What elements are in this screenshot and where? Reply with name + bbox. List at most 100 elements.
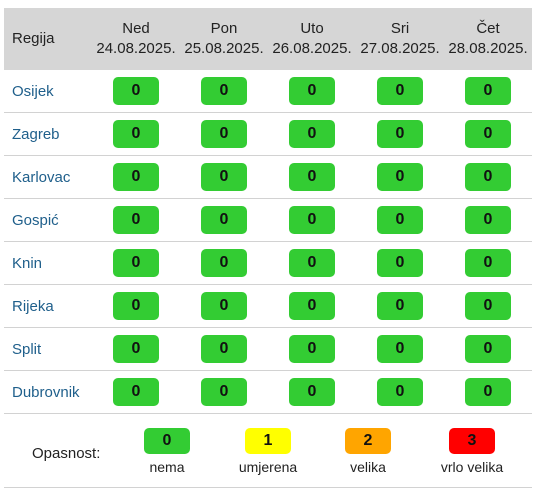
day-name: Pon [210, 20, 238, 37]
danger-level-badge: 0 [377, 292, 423, 320]
danger-level-badge: 0 [465, 77, 511, 105]
day-column-header: Pon 25.08.2025. [180, 8, 268, 70]
forecast-cell: 0 [268, 112, 356, 156]
table-row: Karlovac 0 0 0 0 0 [4, 155, 532, 199]
forecast-cell: 0 [444, 70, 532, 113]
forecast-cell: 0 [444, 327, 532, 371]
danger-level-badge: 0 [289, 120, 335, 148]
forecast-cell: 0 [92, 155, 180, 199]
forecast-cell: 0 [180, 112, 268, 156]
forecast-cell: 0 [444, 112, 532, 156]
region-link[interactable]: Osijek [4, 70, 92, 113]
day-column-header: Čet 28.08.2025. [444, 8, 532, 70]
region-link[interactable]: Knin [4, 241, 92, 285]
danger-level-badge: 0 [465, 378, 511, 406]
legend-label: umjerena [238, 459, 298, 475]
legend-badge: 2 [345, 428, 391, 454]
danger-level-badge: 0 [377, 378, 423, 406]
danger-level-badge: 0 [289, 378, 335, 406]
forecast-cell: 0 [92, 284, 180, 328]
danger-level-badge: 0 [201, 120, 247, 148]
forecast-cell: 0 [92, 327, 180, 371]
forecast-cell: 0 [444, 241, 532, 285]
legend-label: vrlo velika [440, 459, 504, 475]
forecast-cell: 0 [268, 327, 356, 371]
danger-level-badge: 0 [377, 77, 423, 105]
danger-level-badge: 0 [113, 335, 159, 363]
danger-level-badge: 0 [289, 206, 335, 234]
forecast-cell: 0 [444, 370, 532, 414]
danger-level-badge: 0 [201, 292, 247, 320]
legend-badge: 3 [449, 428, 495, 454]
legend-item-very-high: 3 vrlo velika [422, 428, 522, 475]
forecast-cell: 0 [92, 370, 180, 414]
danger-level-badge: 0 [465, 120, 511, 148]
forecast-cell: 0 [180, 327, 268, 371]
danger-level-badge: 0 [377, 120, 423, 148]
region-link[interactable]: Rijeka [4, 284, 92, 328]
region-link[interactable]: Split [4, 327, 92, 371]
table-row: Gospić 0 0 0 0 0 [4, 198, 532, 242]
forecast-cell: 0 [268, 241, 356, 285]
danger-legend: Opasnost: 0 nema 1 umjerena 2 velika 3 v… [4, 415, 532, 488]
danger-level-badge: 0 [377, 249, 423, 277]
danger-level-badge: 0 [465, 163, 511, 191]
danger-level-badge: 0 [113, 77, 159, 105]
forecast-cell: 0 [92, 112, 180, 156]
danger-level-badge: 0 [289, 77, 335, 105]
day-date: 25.08.2025. [184, 40, 264, 57]
region-column-header: Regija [4, 8, 92, 70]
table-row: Osijek 0 0 0 0 0 [4, 70, 532, 113]
danger-level-badge: 0 [377, 163, 423, 191]
danger-level-badge: 0 [465, 249, 511, 277]
day-column-header: Uto 26.08.2025. [268, 8, 356, 70]
danger-level-badge: 0 [465, 292, 511, 320]
region-link[interactable]: Gospić [4, 198, 92, 242]
danger-level-badge: 0 [201, 77, 247, 105]
forecast-cell: 0 [268, 70, 356, 113]
danger-level-badge: 0 [201, 249, 247, 277]
danger-level-badge: 0 [289, 163, 335, 191]
legend-label: nema [149, 459, 185, 475]
forecast-cell: 0 [356, 284, 444, 328]
danger-level-badge: 0 [289, 249, 335, 277]
region-link[interactable]: Karlovac [4, 155, 92, 199]
legend-item-none: 0 nema [117, 428, 217, 475]
day-date: 28.08.2025. [448, 40, 528, 57]
forecast-cell: 0 [180, 241, 268, 285]
legend-badge: 0 [144, 428, 190, 454]
table-header-row: Regija Ned 24.08.2025. Pon 25.08.2025. U… [4, 8, 532, 70]
forecast-cell: 0 [92, 70, 180, 113]
region-link[interactable]: Dubrovnik [4, 370, 92, 414]
forecast-cell: 0 [268, 370, 356, 414]
day-name: Ned [122, 20, 150, 37]
legend-title: Opasnost: [32, 445, 101, 462]
danger-level-badge: 0 [113, 206, 159, 234]
day-column-header: Sri 27.08.2025. [356, 8, 444, 70]
forecast-cell: 0 [180, 198, 268, 242]
danger-level-badge: 0 [201, 335, 247, 363]
forecast-cell: 0 [268, 155, 356, 199]
danger-level-badge: 0 [113, 163, 159, 191]
forecast-cell: 0 [180, 370, 268, 414]
forecast-table: Regija Ned 24.08.2025. Pon 25.08.2025. U… [4, 8, 532, 414]
forecast-cell: 0 [356, 112, 444, 156]
table-row: Knin 0 0 0 0 0 [4, 241, 532, 285]
forecast-cell: 0 [356, 155, 444, 199]
region-link[interactable]: Zagreb [4, 112, 92, 156]
table-row: Zagreb 0 0 0 0 0 [4, 112, 532, 156]
forecast-cell: 0 [180, 70, 268, 113]
legend-item-moderate: 1 umjerena [218, 428, 318, 475]
day-column-header: Ned 24.08.2025. [92, 8, 180, 70]
day-date: 27.08.2025. [360, 40, 440, 57]
danger-level-badge: 0 [377, 206, 423, 234]
danger-level-badge: 0 [201, 163, 247, 191]
forecast-cell: 0 [356, 198, 444, 242]
legend-badge: 1 [245, 428, 291, 454]
forecast-table-body: Osijek 0 0 0 0 0 Zagreb 0 0 0 0 0 Karlovac 0 0 0 0 0 Gospi… [4, 70, 532, 414]
forecast-cell: 0 [180, 155, 268, 199]
table-row: Rijeka 0 0 0 0 0 [4, 284, 532, 328]
day-date: 26.08.2025. [272, 40, 352, 57]
danger-level-badge: 0 [113, 120, 159, 148]
danger-level-badge: 0 [113, 378, 159, 406]
